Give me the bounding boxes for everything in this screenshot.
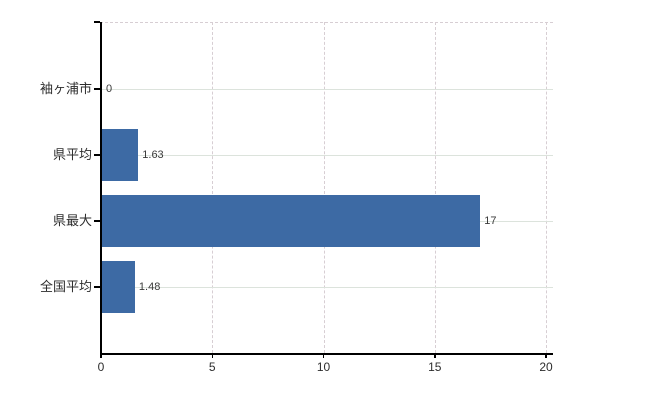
y-axis-tick (94, 286, 100, 288)
x-axis-tick (100, 353, 102, 358)
y-axis-tick (94, 154, 100, 156)
vertical-gridline (546, 22, 547, 353)
x-tick-label: 0 (97, 360, 105, 374)
category-label: 県最大 (52, 213, 92, 228)
x-tick-label: 20 (539, 360, 553, 374)
vertical-gridline (434, 22, 436, 353)
y-axis-top-tick (94, 21, 100, 23)
x-axis-tick (211, 353, 213, 358)
x-tick-label: 10 (316, 360, 331, 374)
bar-value-label: 17 (484, 215, 497, 227)
category-label: 県平均 (52, 147, 92, 162)
bar (102, 261, 135, 313)
plot-area: 0 1.63 17 1.48 (100, 22, 553, 353)
y-axis-line (100, 22, 102, 355)
x-axis-tick (545, 353, 547, 358)
horizontal-gridline (100, 154, 553, 156)
y-axis-tick (94, 220, 100, 222)
x-axis-tick (434, 353, 436, 358)
bar-value-label: 0 (106, 83, 113, 95)
x-axis-tick (322, 353, 325, 358)
x-axis-line (100, 353, 553, 355)
plot-top-border (100, 22, 553, 23)
bar (102, 195, 481, 247)
category-label: 全国平均 (39, 279, 92, 294)
bar-value-label: 1.63 (142, 149, 164, 161)
x-tick-label: 5 (208, 360, 216, 374)
vertical-gridline (323, 22, 325, 353)
x-tick-label: 15 (428, 360, 442, 374)
vertical-gridline (212, 22, 214, 353)
category-label: 袖ヶ浦市 (39, 81, 92, 96)
y-axis-tick (94, 88, 100, 90)
horizontal-gridline (100, 88, 553, 90)
bar-value-label: 1.48 (138, 281, 161, 293)
bar (102, 129, 139, 181)
horizontal-gridline (100, 286, 553, 288)
